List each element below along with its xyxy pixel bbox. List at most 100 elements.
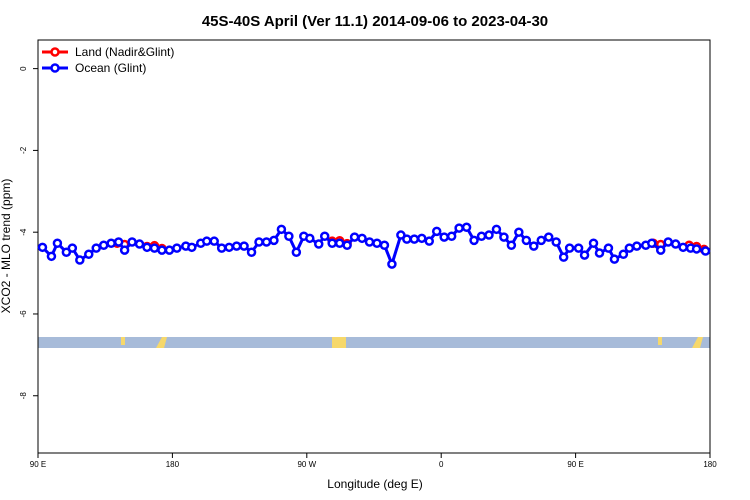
data-point bbox=[305, 233, 315, 244]
data-point bbox=[342, 240, 352, 251]
data-point bbox=[276, 224, 287, 235]
data-point bbox=[454, 223, 464, 233]
data-point bbox=[579, 250, 590, 260]
data-point bbox=[91, 243, 101, 253]
data-point bbox=[357, 233, 367, 244]
data-point bbox=[409, 234, 420, 244]
data-point bbox=[700, 246, 711, 256]
data-point bbox=[691, 244, 702, 254]
data-point bbox=[624, 243, 635, 253]
data-point bbox=[119, 245, 130, 255]
y-axis-label: XCO2 - MLO trend (ppm) bbox=[0, 179, 13, 314]
data-point bbox=[67, 243, 78, 253]
data-point bbox=[484, 230, 494, 240]
legend-label: Land (Nadir&Glint) bbox=[75, 45, 174, 59]
data-point bbox=[379, 240, 390, 251]
data-point bbox=[655, 245, 666, 255]
data-point bbox=[536, 235, 547, 246]
x-tick-label: 90 E bbox=[567, 460, 583, 469]
data-point bbox=[514, 227, 524, 237]
data-point bbox=[284, 231, 294, 242]
data-point bbox=[647, 238, 657, 248]
chart-title: 45S-40S April (Ver 11.1) 2014-09-06 to 2… bbox=[202, 13, 548, 30]
data-point bbox=[506, 240, 517, 251]
data-point bbox=[254, 237, 264, 247]
data-point bbox=[231, 241, 242, 251]
x-axis-label: Longitude (deg E) bbox=[327, 477, 422, 491]
data-point bbox=[499, 232, 509, 242]
data-point bbox=[678, 242, 688, 253]
data-point bbox=[529, 241, 539, 251]
data-point bbox=[491, 224, 502, 235]
data-point bbox=[543, 232, 554, 242]
data-point bbox=[476, 231, 487, 242]
data-point bbox=[157, 245, 167, 255]
data-point bbox=[564, 243, 575, 253]
data-point bbox=[319, 231, 330, 242]
x-tick-label: 0 bbox=[439, 460, 444, 469]
legend-marker bbox=[50, 47, 60, 57]
legend-label: Ocean (Glint) bbox=[75, 61, 146, 75]
land-patch bbox=[692, 337, 703, 348]
data-point bbox=[594, 248, 605, 258]
data-point bbox=[52, 238, 63, 248]
land-patch bbox=[156, 337, 167, 348]
data-point bbox=[663, 237, 673, 247]
data-point bbox=[439, 232, 449, 242]
data-point bbox=[142, 242, 152, 253]
y-tick-label: 0 bbox=[19, 66, 28, 71]
x-tick-label: 180 bbox=[166, 460, 180, 469]
data-point bbox=[134, 239, 145, 249]
surface-strip bbox=[38, 337, 710, 348]
data-point bbox=[603, 243, 614, 253]
data-point bbox=[127, 237, 137, 247]
data-point bbox=[216, 243, 227, 253]
data-point bbox=[113, 237, 124, 247]
data-point bbox=[469, 235, 479, 246]
data-point bbox=[172, 243, 182, 253]
data-point bbox=[609, 254, 620, 264]
data-point bbox=[327, 238, 337, 248]
land-patch bbox=[332, 337, 346, 348]
data-point bbox=[209, 236, 219, 246]
data-point bbox=[269, 235, 279, 246]
data-point bbox=[164, 245, 175, 255]
data-point bbox=[402, 234, 412, 244]
land-patch bbox=[658, 337, 662, 345]
data-point bbox=[98, 240, 109, 251]
data-point bbox=[46, 251, 57, 262]
data-point bbox=[246, 247, 257, 257]
y-tick-label: -8 bbox=[19, 392, 28, 400]
data-point bbox=[573, 243, 584, 253]
data-point bbox=[239, 241, 249, 251]
data-point bbox=[372, 238, 382, 248]
data-point bbox=[201, 236, 212, 246]
data-point bbox=[396, 230, 406, 240]
data-point bbox=[224, 242, 234, 253]
data-point bbox=[551, 237, 561, 247]
data-point bbox=[37, 242, 48, 253]
data-point bbox=[670, 239, 681, 249]
data-point bbox=[84, 249, 94, 260]
data-point bbox=[334, 238, 345, 248]
data-point bbox=[291, 247, 302, 257]
data-point bbox=[313, 239, 324, 249]
data-point bbox=[417, 233, 427, 244]
y-tick-label: -6 bbox=[19, 310, 28, 318]
x-tick-label: 90 E bbox=[30, 460, 46, 469]
data-point bbox=[446, 231, 457, 242]
data-point bbox=[261, 237, 272, 247]
data-point bbox=[387, 259, 397, 269]
data-point bbox=[431, 226, 442, 237]
data-point bbox=[521, 235, 532, 246]
data-point bbox=[75, 255, 85, 265]
data-point bbox=[588, 238, 599, 248]
data-point bbox=[106, 238, 116, 248]
x-tick-label: 180 bbox=[703, 460, 717, 469]
ocean-strip bbox=[38, 337, 710, 348]
data-point bbox=[349, 232, 360, 242]
data-point bbox=[558, 252, 569, 262]
legend-marker bbox=[50, 63, 60, 73]
land-patch bbox=[121, 337, 125, 345]
